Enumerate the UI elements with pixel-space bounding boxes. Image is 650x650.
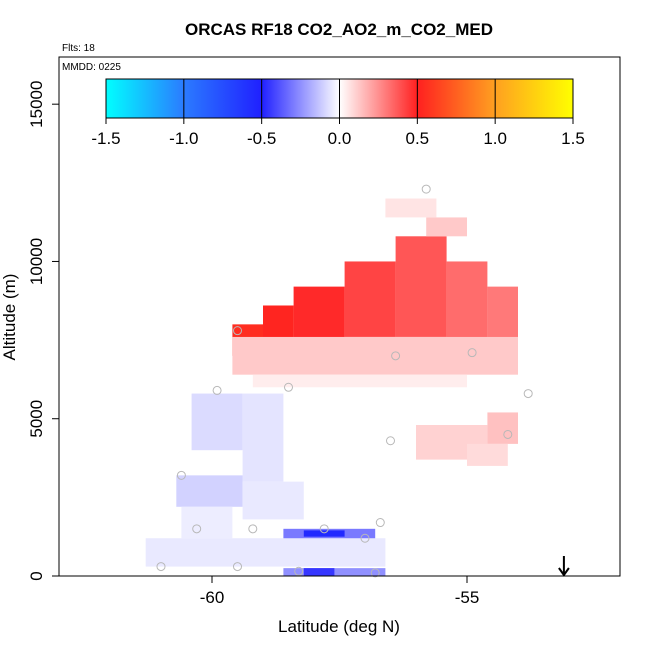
heatmap-cell <box>426 217 467 237</box>
heatmap-cell <box>145 538 386 567</box>
colorbar-tick-label: 0.0 <box>328 129 352 148</box>
flight-track-points <box>156 184 533 578</box>
heatmap-cell <box>385 198 437 218</box>
x-tick-label: -55 <box>455 588 480 607</box>
heatmap-cell <box>487 412 518 444</box>
x-axis: -60 -55 <box>200 576 480 607</box>
flight-point <box>467 348 477 358</box>
flight-point <box>192 524 202 534</box>
y-tick-label: 10000 <box>27 238 46 285</box>
flight-point <box>233 326 242 336</box>
flight-point <box>523 389 533 399</box>
colorbar-tick-label: -0.5 <box>247 129 276 148</box>
flight-point <box>503 429 513 439</box>
flight-point <box>391 351 401 361</box>
flight-point <box>294 566 304 576</box>
heatmap-cells <box>145 198 518 576</box>
heatmap-cell <box>303 568 335 576</box>
colorbar-tick-label: 1.0 <box>483 129 507 148</box>
y-tick-label: 0 <box>27 571 46 580</box>
plot-frame <box>58 56 621 577</box>
flight-point <box>375 518 385 528</box>
heatmap-cell <box>181 506 233 539</box>
heatmap-cell <box>176 475 243 507</box>
flight-point <box>319 524 329 534</box>
heatmap-cell <box>303 530 345 537</box>
flights-label: Flts: 18 <box>62 43 95 54</box>
flight-point <box>370 568 380 578</box>
flight-point <box>156 562 166 572</box>
y-tick-label: 15000 <box>27 81 46 128</box>
heatmap-cell <box>191 393 243 451</box>
flight-point <box>284 382 293 392</box>
heatmap-cell <box>242 481 304 520</box>
heatmap-cell <box>395 236 447 337</box>
colorbar-tick-label: -1.5 <box>91 129 120 148</box>
position-marker <box>558 556 570 577</box>
date-label: MMDD: 0225 <box>62 62 121 73</box>
flight-point <box>176 470 186 480</box>
flight-point <box>421 184 431 194</box>
flight-point <box>360 533 370 543</box>
heatmap-cell <box>344 261 396 337</box>
colorbar-tick-label: 1.5 <box>561 129 585 148</box>
heatmap-cell <box>252 374 467 388</box>
colorbar-tick-label: -1.0 <box>169 129 198 148</box>
y-axis: 0 5000 10000 15000 <box>27 81 59 581</box>
heatmap-cell <box>232 336 518 375</box>
y-axis-label: Altitude (m) <box>0 274 19 361</box>
x-tick-label: -60 <box>200 588 225 607</box>
heatmap-cell <box>242 393 284 482</box>
colorbar-tick-label: 0.5 <box>406 129 430 148</box>
flight-point <box>212 385 222 395</box>
x-axis-label: Latitude (deg N) <box>278 617 400 636</box>
heatmap-cell <box>293 286 345 344</box>
heatmap-cell <box>446 261 488 341</box>
flight-point <box>248 524 258 534</box>
heatmap-cell <box>487 286 518 341</box>
y-tick-label: 5000 <box>27 400 46 438</box>
flight-point <box>233 562 242 572</box>
chart-title: ORCAS RF18 CO2_AO2_m_CO2_MED <box>185 20 493 39</box>
colorbar: -1.5 -1.0 -0.5 0.0 0.5 1.0 1.5 <box>91 78 585 148</box>
heatmap-cell <box>467 443 508 466</box>
down-arrow-icon <box>558 556 570 577</box>
flight-point <box>386 436 395 446</box>
